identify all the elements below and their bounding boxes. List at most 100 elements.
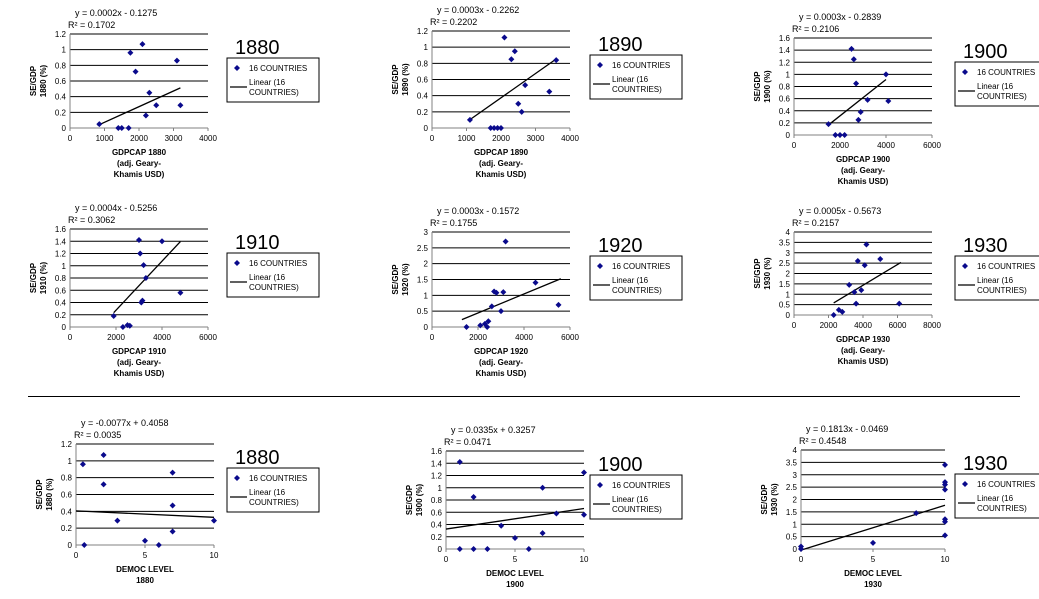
data-point (457, 546, 463, 552)
data-point (896, 301, 902, 307)
r-squared: R² = 0.3062 (68, 215, 115, 225)
scatter-chart-2: 0 0.2 0.4 0.6 0.8 1 1.2 0 1000 2000 3000 4000 y = 0.… (391, 5, 682, 179)
legend: 16 COUNTRIES Linear (16COUNTRIES) (955, 256, 1039, 300)
data-point (851, 56, 857, 62)
regression-equation: y = 0.0002x - 0.1275 (75, 8, 157, 18)
y-tick-label: 0 (424, 124, 429, 133)
y-tick-label: 0.8 (779, 83, 791, 92)
data-point (119, 125, 125, 131)
data-point (540, 530, 546, 536)
legend-trend-label-2: COUNTRIES) (249, 88, 299, 97)
scatter-chart-1: 00.20.40.60.811.20 1000 2000 3000 4000y = 0.… (29, 8, 319, 179)
y-tick-label: 0.2 (431, 533, 443, 542)
data-point (211, 518, 217, 524)
y-axis-label-line: SE/GDP (35, 479, 44, 510)
regression-equation: y = 0.0003x - 0.2262 (437, 5, 519, 15)
data-point (143, 112, 149, 118)
chart-title: 1910 (235, 232, 280, 254)
data-point (126, 125, 132, 131)
x-tick-label: 1000 (458, 134, 476, 143)
y-tick-label: 1 (438, 484, 443, 493)
data-point (177, 102, 183, 108)
y-axis-label-line: SE/GDP (753, 258, 762, 289)
x-tick-label: 10 (941, 555, 950, 564)
legend-trend-label: Linear (16 (977, 276, 1014, 285)
y-axis-label: SE/GDP1930 (%) (753, 257, 772, 290)
y-tick-label: 1.4 (55, 237, 67, 246)
r-squared: R² = 0.0035 (74, 430, 121, 440)
y-tick-label: 0.6 (61, 491, 73, 500)
trend-line (98, 88, 181, 126)
r-squared: R² = 0.0471 (444, 437, 491, 447)
y-tick-label: 1 (793, 520, 798, 529)
data-point (137, 251, 143, 257)
data-point (846, 282, 852, 288)
y-tick-label: 0.4 (417, 92, 429, 101)
y-tick-label: 1 (424, 291, 429, 300)
y-tick-label: 1 (68, 457, 73, 466)
x-tick-label: 4000 (561, 134, 579, 143)
x-tick-label: 10 (210, 551, 219, 560)
y-axis-label: SE/GDP1930 (%) (760, 483, 779, 516)
data-point (498, 308, 504, 314)
data-point (553, 510, 559, 516)
trend-line (470, 59, 556, 120)
data-point (853, 80, 859, 86)
y-tick-label: 1.4 (779, 46, 791, 55)
x-axis-label: GDPCAP 1910 (112, 347, 167, 356)
regression-equation: y = 0.0003x - 0.2839 (799, 12, 881, 22)
y-tick-label: 0.2 (55, 311, 67, 320)
data-point (80, 461, 86, 467)
data-point (556, 302, 562, 308)
data-point (540, 485, 546, 491)
data-point (101, 481, 107, 487)
x-tick-label: 4000 (153, 333, 171, 342)
y-tick-label: 4 (793, 446, 798, 455)
y-axis-label-line: SE/GDP (29, 65, 38, 96)
data-point (146, 90, 152, 96)
x-tick-label: 2000 (492, 134, 510, 143)
y-tick-label: 2 (786, 270, 791, 279)
y-axis-label-line: SE/GDP (391, 264, 400, 295)
x-tick-label: 5 (871, 555, 876, 564)
y-tick-label: 0.8 (431, 496, 443, 505)
y-axis-label-line: SE/GDP (405, 484, 414, 515)
trend-line (834, 262, 901, 302)
x-axis-label: (adj. Geary- (117, 358, 161, 367)
y-tick-label: 0.5 (786, 533, 798, 542)
y-tick-label: 0 (438, 545, 443, 554)
r-squared: R² = 0.4548 (799, 436, 846, 446)
y-tick-label: 1.2 (55, 250, 67, 259)
y-tick-label: 2 (793, 496, 798, 505)
data-point (519, 109, 525, 115)
trend-line (462, 279, 561, 320)
trend-line (446, 509, 584, 530)
x-tick-label: 4000 (877, 141, 895, 150)
legend-trend-label: Linear (16 (612, 75, 649, 84)
legend-series-label: 16 COUNTRIES (249, 259, 307, 268)
y-tick-label: 2.5 (779, 259, 791, 268)
regression-equation: y = 0.0005x - 0.5673 (799, 206, 881, 216)
y-axis-label: SE/GDP1920 (%) (391, 263, 410, 296)
y-axis-label: SE/GDP1880 (%) (35, 478, 54, 511)
y-tick-label: 0 (786, 131, 791, 140)
x-axis-label: (adj. Geary- (479, 159, 523, 168)
x-tick-label: 1000 (96, 134, 114, 143)
x-tick-label: 5 (143, 551, 148, 560)
chart-title: 1900 (963, 41, 1008, 63)
legend: 16 COUNTRIES Linear (16COUNTRIES) (590, 55, 682, 99)
x-axis-label: Khamis USD) (114, 170, 165, 179)
y-axis-label-line: 1900 (%) (415, 483, 424, 516)
x-tick-label: 3000 (165, 134, 183, 143)
data-point (484, 546, 490, 552)
y-tick-label: 1 (786, 70, 791, 79)
x-tick-label: 4000 (854, 321, 872, 330)
y-tick-label: 0.6 (431, 508, 443, 517)
y-tick-label: 0.8 (61, 474, 73, 483)
y-tick-label: 0.4 (55, 299, 67, 308)
data-point (877, 256, 883, 262)
data-point (159, 238, 165, 244)
legend-trend-label: Linear (16 (977, 82, 1014, 91)
x-tick-label: 2000 (820, 321, 838, 330)
